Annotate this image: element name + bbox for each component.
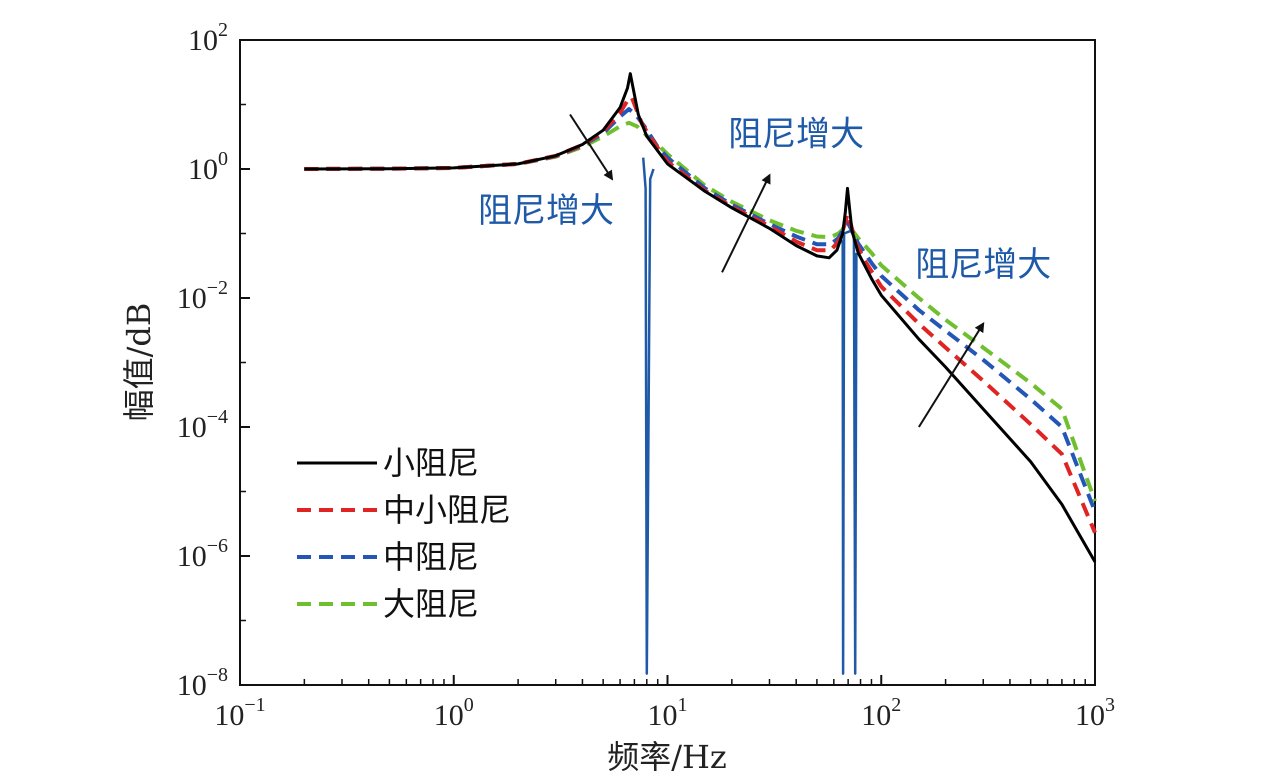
annotation-arrow [918, 321, 985, 428]
x-tick-label: 101 [648, 694, 688, 732]
y-axis-ticks: 10−8 10−6 10−4 10−2 100 102 [177, 19, 250, 702]
annotation-label: 阻尼增大 [478, 191, 614, 231]
artifact-line-5 [838, 229, 858, 675]
legend-label: 中小阻尼 [383, 491, 511, 529]
x-axis-ticks: 10−1 100 101 102 103 [214, 675, 1115, 732]
legend-label: 中阻尼 [383, 538, 479, 576]
annotation-arrow [721, 173, 771, 273]
series-line-3 [304, 120, 1097, 502]
x-tick-label: 10−1 [214, 694, 265, 732]
series-layer [304, 72, 1097, 675]
y-axis-label: 幅值/dB [120, 303, 158, 422]
annotation-label: 阻尼增大 [728, 115, 864, 155]
plot-frame [239, 39, 1096, 686]
y-tick-label: 100 [188, 148, 228, 186]
x-tick-label: 102 [861, 694, 901, 732]
y-tick-label: 10−4 [177, 406, 228, 444]
series-line-0 [304, 72, 1097, 563]
y-tick-label: 10−6 [177, 535, 228, 573]
series-line-2 [304, 107, 1097, 513]
x-tick-label: 100 [434, 694, 474, 732]
x-tick-label: 103 [1075, 694, 1115, 732]
annotation-arrow [569, 113, 614, 181]
legend-label: 小阻尼 [383, 444, 479, 482]
x-axis-label: 频率/Hz [607, 738, 727, 776]
y-tick-label: 10−2 [177, 277, 228, 315]
annotation-label: 阻尼增大 [915, 245, 1051, 285]
legend-label: 大阻尼 [383, 585, 479, 623]
artifact-line-4 [641, 157, 655, 675]
y-tick-label: 10−8 [177, 664, 228, 702]
y-tick-label: 102 [188, 19, 228, 57]
